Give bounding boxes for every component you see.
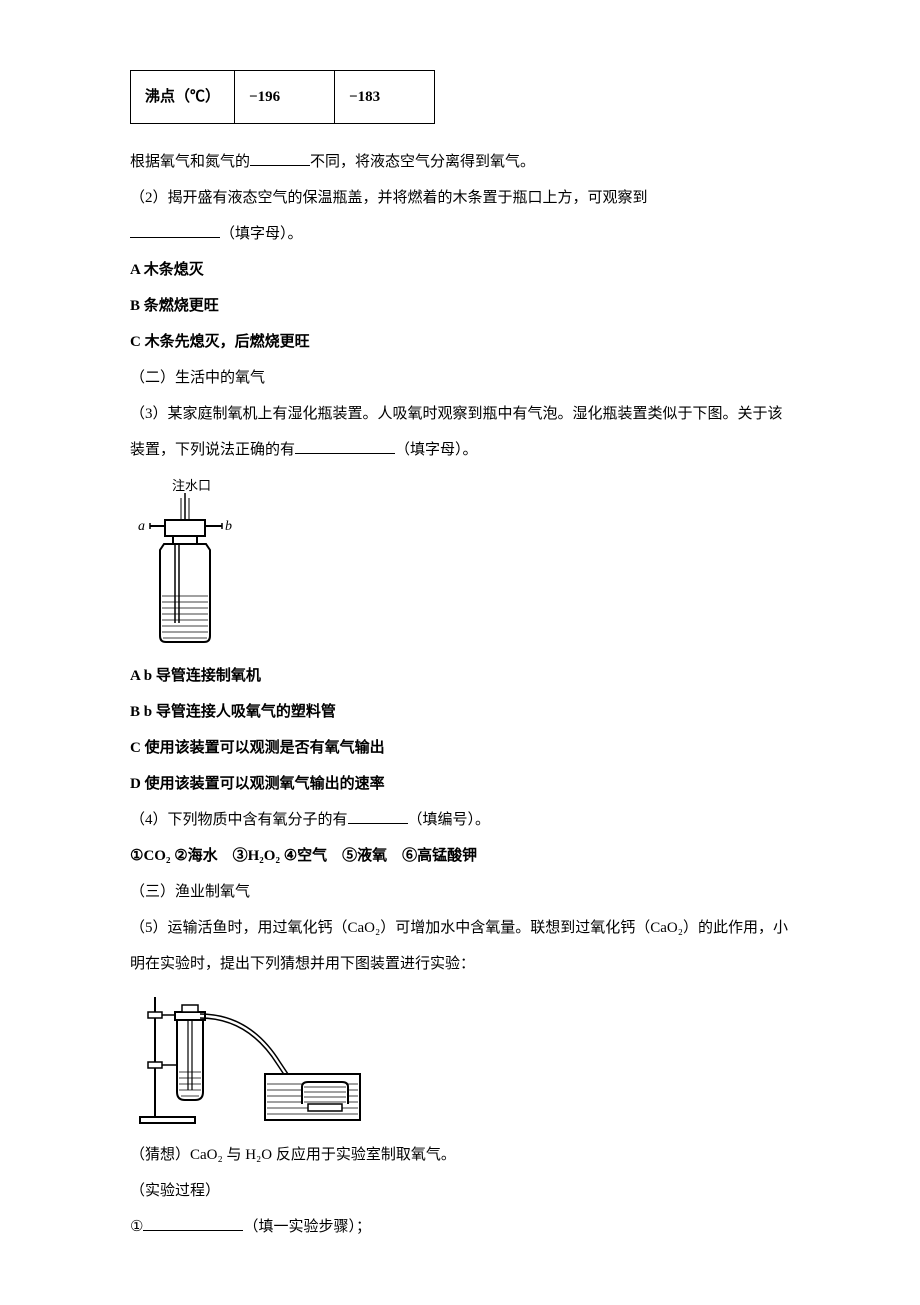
option-a2: A b 导管连接制氧机 (130, 658, 790, 694)
table-cell: −196 (235, 71, 335, 124)
blank-fill (348, 809, 408, 824)
label-a: a (138, 519, 145, 534)
text: （填字母）。 (395, 442, 478, 458)
paragraph-q4: （4）下列物质中含有氧分子的有 （填编号）。 (130, 802, 790, 838)
label-inlet: 注水口 (172, 478, 211, 493)
process-line: （实验过程） (130, 1173, 790, 1209)
option-b2: B b 导管连接人吸氧气的塑料管 (130, 694, 790, 730)
bottle-svg: 注水口 a b (130, 478, 240, 648)
table-cell: −183 (335, 71, 435, 124)
blank-fill (143, 1216, 243, 1231)
table-row: 沸点（℃） −196 −183 (131, 71, 435, 124)
q4-options: ①CO₂ ②海水 ③H₂O₂ ④空气 ⑤液氧 ⑥高锰酸钾 (130, 838, 790, 874)
paragraph-q1: 根据氧气和氮气的 不同，将液态空气分离得到氧气。 (130, 144, 790, 180)
paragraph-q3: （3）某家庭制氧机上有湿化瓶装置。人吸氧时观察到瓶中有气泡。湿化瓶装置类似于下图… (130, 396, 790, 468)
step-1: ① （填一实验步骤）； (130, 1209, 790, 1245)
option-c: C 木条先熄灭，后燃烧更旺 (130, 324, 790, 360)
text: （4）下列物质中含有氧分子的有 (130, 812, 348, 828)
section-heading-2: （二）生活中的氧气 (130, 360, 790, 396)
paragraph-q2-line2: （填字母）。 (130, 216, 790, 252)
figure-humidifier-bottle: 注水口 a b (130, 478, 790, 648)
text: （2）揭开盛有液态空气的保温瓶盖，并将燃着的木条置于瓶口上方，可观察到 (130, 190, 648, 206)
text: 根据氧气和氮气的 (130, 154, 250, 170)
paragraph-q5: （5）运输活鱼时，用过氧化钙（CaO₂）可增加水中含氧量。联想到过氧化钙（CaO… (130, 910, 790, 982)
figure-experiment-apparatus (130, 992, 790, 1127)
option-d2: D 使用该装置可以观测氧气输出的速率 (130, 766, 790, 802)
option-c2: C 使用该装置可以观测是否有氧气输出 (130, 730, 790, 766)
text: （填一实验步骤）； (243, 1219, 371, 1235)
blank-fill (250, 151, 310, 166)
table-cell: 沸点（℃） (131, 71, 235, 124)
text: 不同，将液态空气分离得到氧气。 (310, 154, 535, 170)
apparatus-svg (130, 992, 370, 1127)
text: （填字母）。 (220, 226, 303, 242)
guess-line: （猜想）CaO₂ 与 H₂O 反应用于实验室制取氧气。 (130, 1137, 790, 1173)
boiling-point-table: 沸点（℃） −196 −183 (130, 70, 435, 124)
paragraph-q2: （2）揭开盛有液态空气的保温瓶盖，并将燃着的木条置于瓶口上方，可观察到 (130, 180, 790, 216)
blank-fill (130, 223, 220, 238)
text: （填编号）。 (408, 812, 491, 828)
text: ① (130, 1219, 143, 1235)
option-a: A 木条熄灭 (130, 252, 790, 288)
label-b: b (225, 519, 232, 534)
option-b: B 条燃烧更旺 (130, 288, 790, 324)
section-heading-3: （三）渔业制氧气 (130, 874, 790, 910)
blank-fill (295, 439, 395, 454)
